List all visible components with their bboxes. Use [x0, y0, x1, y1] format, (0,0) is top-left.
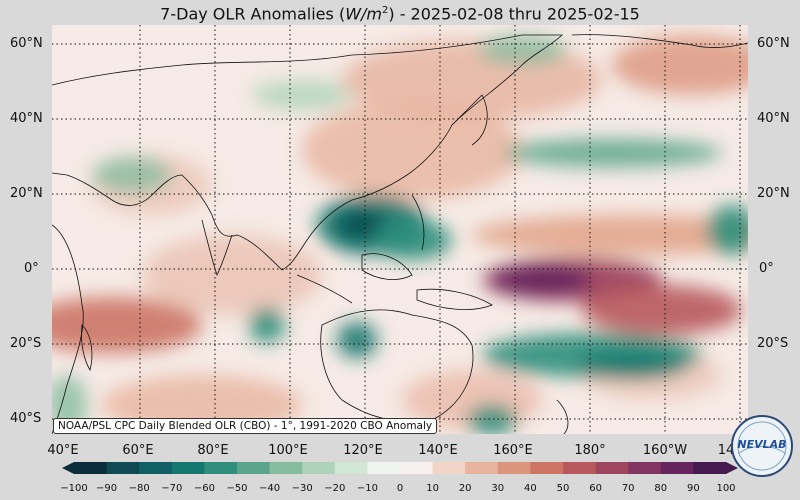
lat-label-0-right: 0°: [759, 261, 774, 276]
lon-label-140e: 140°E: [418, 443, 458, 458]
colorbar-swatch: [400, 462, 434, 474]
lat-label-40n-left: 40°N: [10, 111, 43, 126]
colorbar-swatch: [432, 462, 466, 474]
colorbar-swatch: [74, 462, 108, 474]
lon-label-100e: 100°E: [268, 443, 308, 458]
colorbar-tick-label: −90: [96, 483, 118, 494]
colorbar-tick-label: −50: [226, 483, 248, 494]
lat-label-20s-right: 20°S: [757, 336, 789, 351]
map-title: 7-Day OLR Anomalies (W/m2) - 2025-02-08 …: [0, 0, 800, 25]
title-unit: W/m: [345, 4, 382, 24]
colorbar-swatch: [628, 462, 662, 474]
colorbar-tick-label: 60: [589, 483, 602, 494]
colorbar-swatch: [139, 462, 173, 474]
colorbar-tick-label: 20: [458, 483, 472, 494]
colorbar-tick-label: −30: [291, 483, 313, 494]
anomaly-field: [52, 35, 748, 434]
colorbar-swatch: [497, 462, 531, 474]
colorbar-tick-label: −20: [324, 483, 346, 494]
lat-label-60n-left: 60°N: [10, 36, 43, 51]
colorbar-swatch: [171, 462, 205, 474]
colorbar-swatch: [563, 462, 597, 474]
lat-label-20n-left: 20°N: [10, 186, 43, 201]
colorbar-max-extend: [726, 462, 738, 474]
colorbar-swatch: [106, 462, 140, 474]
colorbar-tick-label: 80: [654, 483, 668, 494]
colorbar-swatch: [693, 462, 727, 474]
colorbar-tick-label: 70: [621, 483, 635, 494]
colorbar-tick-label: 40: [524, 483, 537, 494]
colorbar-tick-label: −80: [128, 483, 150, 494]
lon-label-160w: 160°W: [642, 443, 688, 458]
lat-label-40s-left: 40°S: [10, 411, 42, 426]
title-unit-exponent: 2: [381, 5, 389, 16]
data-source-attribution: NOAA/PSL CPC Daily Blended OLR (CBO) - 1…: [53, 418, 438, 434]
colorbar-swatch: [237, 462, 271, 474]
lon-label-40e: 40°E: [47, 443, 79, 458]
colorbar-swatch: [269, 462, 303, 474]
colorbar-tick-label: −70: [161, 483, 183, 494]
colorbar-min-extend: [62, 462, 74, 474]
colorbar-tick-label: −10: [356, 483, 378, 494]
colorbar-tick-label: 30: [491, 483, 505, 494]
colorbar-swatch: [660, 462, 694, 474]
lat-label-0-left: 0°: [24, 261, 39, 276]
colorbar-swatch: [530, 462, 564, 474]
colorbar-swatch: [465, 462, 499, 474]
lon-label-140w-partial: 14: [717, 443, 735, 458]
lat-label-20s-left: 20°S: [10, 336, 42, 351]
lon-label-160e: 160°E: [493, 443, 533, 458]
colorbar-tick-label: 90: [687, 483, 700, 494]
colorbar: [62, 462, 738, 474]
colorbar-tick-label: 50: [556, 483, 570, 494]
lon-label-180: 180°: [574, 443, 606, 458]
lat-label-20n-right: 20°N: [757, 186, 790, 201]
lon-label-60e: 60°E: [122, 443, 154, 458]
lon-label-80e: 80°E: [197, 443, 229, 458]
colorbar-tick-label: −60: [193, 483, 215, 494]
colorbar-swatch: [595, 462, 629, 474]
colorbar-swatch: [367, 462, 401, 474]
lat-label-40n-right: 40°N: [757, 111, 790, 126]
coastlines: [52, 34, 748, 434]
colorbar-tick-label: −100: [60, 483, 88, 494]
colorbar-swatches: [74, 462, 727, 474]
title-prefix: 7-Day OLR Anomalies (: [160, 4, 346, 24]
colorbar-tick-label: 0: [396, 483, 404, 494]
colorbar-swatch: [302, 462, 336, 474]
colorbar-swatch: [204, 462, 238, 474]
colorbar-tick-label: −40: [259, 483, 281, 494]
colorbar-swatch: [334, 462, 368, 474]
lon-label-120e: 120°E: [343, 443, 383, 458]
nevlab-logo: NEVLAB: [731, 415, 793, 477]
colorbar-tick-label: 10: [426, 483, 439, 494]
lat-label-60n-right: 60°N: [757, 36, 790, 51]
colorbar-tick-label: 100: [716, 483, 736, 494]
olr-anomaly-map: [52, 25, 748, 434]
logo-text: NEVLAB: [737, 438, 786, 451]
title-suffix: ) - 2025-02-08 thru 2025-02-15: [388, 4, 640, 24]
